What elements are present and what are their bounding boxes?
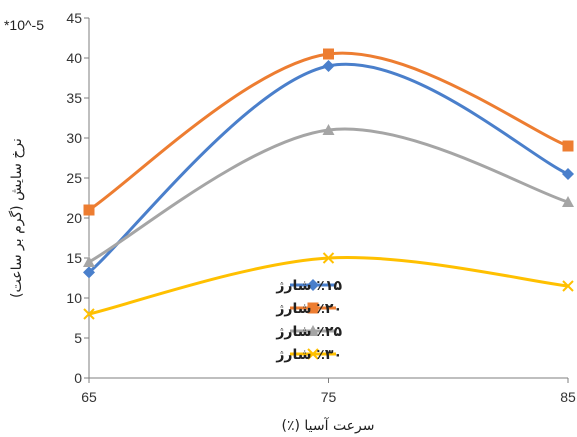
series-4 — [83, 252, 574, 320]
series-3 — [83, 124, 574, 267]
y-tick-label: 10 — [66, 290, 82, 306]
series-1 — [83, 60, 574, 279]
y-tick-label: 0 — [74, 370, 82, 386]
data-point — [83, 256, 95, 267]
y-multiplier-label: *10^-5 — [4, 17, 44, 33]
legend-item: ٪۲۵ شارژ — [275, 324, 342, 340]
x-tick-label: 75 — [321, 389, 337, 405]
data-point — [322, 124, 335, 135]
legend-label: ٪۱۵ شارژ — [275, 278, 342, 294]
data-point — [562, 168, 574, 180]
series-layer — [83, 48, 574, 320]
legend-marker — [307, 348, 319, 360]
data-point — [562, 196, 574, 207]
data-point — [83, 204, 95, 216]
y-tick-label: 45 — [66, 10, 82, 26]
legend: ٪۱۵ شارژ ٪۲۰ شارژ ٪۲۵ شارژ ٪۳۰ شارژ — [275, 278, 342, 363]
y-tick-label: 40 — [66, 50, 82, 66]
axes: 0 5 10 15 20 25 30 35 40 45 65 75 85 — [66, 10, 576, 405]
data-point — [322, 60, 335, 72]
x-axis-title: سرعت آسیا (٪) — [281, 417, 374, 434]
data-point — [322, 252, 335, 264]
legend-item: ٪۲۰ شارژ — [275, 301, 342, 317]
y-tick-label: 35 — [66, 90, 82, 106]
legend-item: ٪۳۰ شارژ — [275, 347, 342, 363]
y-tick-label: 15 — [66, 250, 82, 266]
y-tick-label: 30 — [66, 130, 82, 146]
x-tick-label: 85 — [560, 389, 576, 405]
legend-label: ٪۲۵ شارژ — [275, 324, 342, 340]
x-tick-label: 65 — [81, 389, 97, 405]
y-tick-label: 20 — [66, 210, 82, 226]
data-point — [323, 48, 334, 60]
data-point — [562, 280, 574, 292]
data-point — [83, 266, 95, 279]
y-tick-label: 5 — [74, 330, 82, 346]
legend-marker — [307, 325, 319, 336]
y-axis-title: نرخ سایش (گرم بر ساعت) — [8, 138, 25, 298]
legend-label: ٪۳۰ شارژ — [275, 347, 342, 363]
series-2 — [83, 48, 574, 216]
series-line — [88, 62, 569, 274]
legend-item: ٪۱۵ شارژ — [275, 278, 342, 294]
legend-marker — [307, 279, 319, 291]
data-point — [83, 308, 95, 320]
data-point — [562, 140, 574, 152]
y-tick-label: 25 — [66, 170, 82, 186]
legend-label: ٪۲۰ شارژ — [275, 301, 342, 317]
legend-marker — [307, 302, 319, 314]
